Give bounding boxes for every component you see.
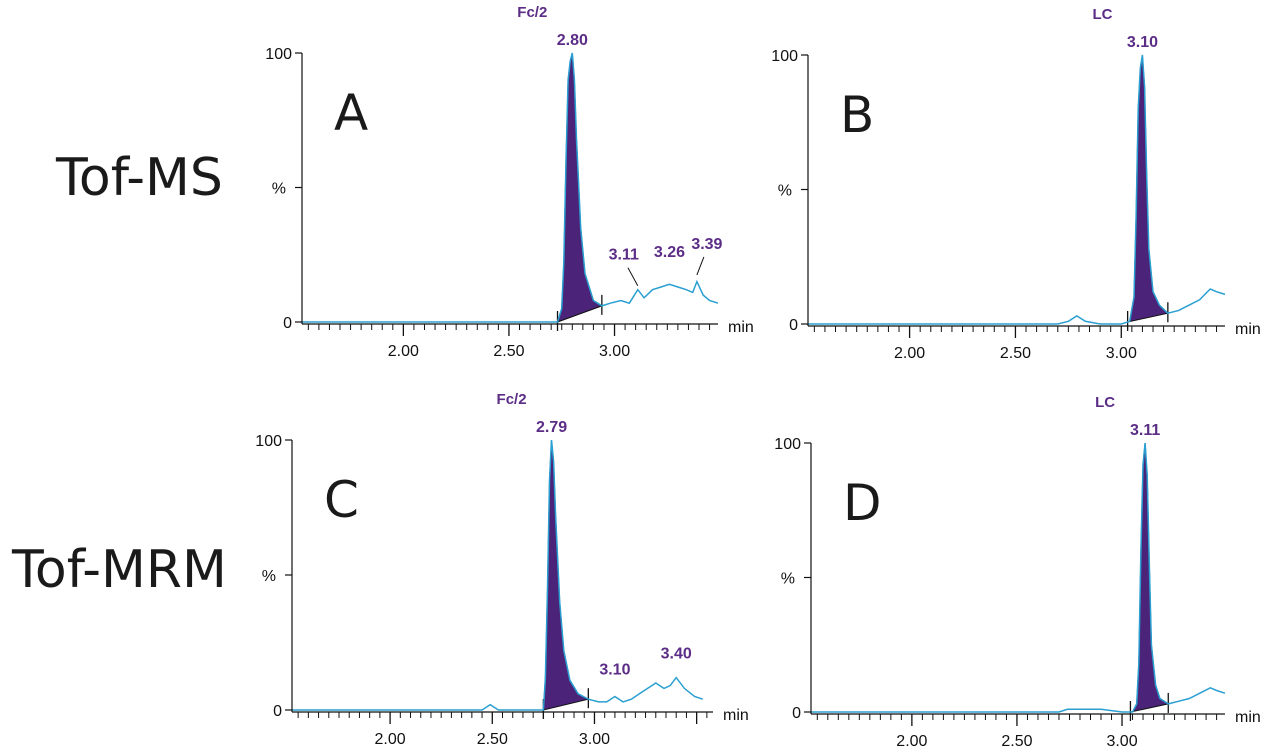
chromatogram-trace xyxy=(808,54,1226,325)
peak-label-3-11: 3.11 xyxy=(609,247,639,264)
x-tick-label-3-00: 3.00 xyxy=(579,731,610,748)
x-tick-label-2-00: 2.00 xyxy=(375,731,406,748)
chromatogram-trace xyxy=(302,52,719,323)
trace-title: Fc/2 xyxy=(517,4,547,21)
x-tick-label-2-00: 2.00 xyxy=(896,733,927,750)
y-tick-label-100: 100 xyxy=(771,48,798,65)
row-label-tof-mrm: Tof-MRM xyxy=(12,540,227,600)
trace-title: Fc/2 xyxy=(497,391,527,408)
x-tick-label-2-00: 2.00 xyxy=(894,345,925,362)
y-tick-label-100: 100 xyxy=(265,46,292,63)
x-tick-label-2-50: 2.50 xyxy=(1001,733,1032,750)
chromatogram-trace xyxy=(292,439,704,711)
y-tick-label-100: 100 xyxy=(255,433,282,450)
y-tick-label-100: 100 xyxy=(774,436,801,453)
y-tick-label-0: 0 xyxy=(792,705,801,722)
peak-label-2-80: 2.80 xyxy=(557,32,588,49)
x-tick-label-2-00: 2.00 xyxy=(388,343,419,360)
trace-title: LC xyxy=(1092,6,1112,23)
panel-letter-b: B xyxy=(840,86,874,144)
y-tick-label-0: 0 xyxy=(283,315,292,332)
chromatogram-trace xyxy=(811,442,1226,713)
peak-label-3-11: 3.11 xyxy=(1130,422,1160,439)
integrated-peak-area xyxy=(556,52,604,323)
peak-label-2-79: 2.79 xyxy=(536,419,567,436)
x-tick-label-3-00: 3.00 xyxy=(1106,345,1137,362)
x-tick-label-2-50: 2.50 xyxy=(493,343,524,360)
panel-letter-a: A xyxy=(334,84,368,142)
x-axis-unit-label: min xyxy=(1235,321,1261,338)
panel-letter-d: D xyxy=(843,474,882,532)
y-axis-label: % xyxy=(781,571,795,588)
x-tick-label-3-00: 3.00 xyxy=(1106,733,1137,750)
y-tick-label-0: 0 xyxy=(273,703,282,720)
peak-leader-line xyxy=(627,267,639,286)
y-tick-label-0: 0 xyxy=(789,317,798,334)
x-axis-unit-label: min xyxy=(723,707,749,724)
peak-label-3-26: 3.26 xyxy=(654,244,685,261)
chromatogram-panel-d: 0 100% 2.00 2.50 3.00 min LC 3.11 D xyxy=(774,394,1260,750)
panel-letter-c: C xyxy=(324,471,359,529)
chromatogram-panel-a: 0 100% 2.00 2.50 3.00 min Fc/2 2.80 3.11 3.26 3.39… xyxy=(265,4,753,360)
x-axis-unit-label: min xyxy=(728,319,754,336)
peak-label-3-10: 3.10 xyxy=(599,662,630,679)
trace-title: LC xyxy=(1095,394,1115,411)
peak-label-3-40: 3.40 xyxy=(661,645,692,662)
y-axis-label: % xyxy=(262,568,276,585)
chromatogram-panel-b: 0 100% 2.00 2.50 3.00 min LC 3.10 B xyxy=(771,6,1260,362)
peak-label-3-10: 3.10 xyxy=(1127,34,1158,51)
x-tick-label-2-50: 2.50 xyxy=(1000,345,1031,362)
row-label-tof-ms: Tof-MS xyxy=(56,148,223,208)
x-tick-label-3-00: 3.00 xyxy=(599,343,630,360)
y-axis-label: % xyxy=(778,183,792,200)
peak-leader-line xyxy=(696,256,705,276)
peak-label-3-39: 3.39 xyxy=(691,236,722,253)
x-tick-label-2-50: 2.50 xyxy=(477,731,508,748)
chromatogram-panel-c: 0 100% 2.00 2.50 3.00 min Fc/2 2.79 3.10 3.40 C xyxy=(255,391,748,748)
x-axis-unit-label: min xyxy=(1235,709,1261,726)
y-axis-label: % xyxy=(272,181,286,198)
